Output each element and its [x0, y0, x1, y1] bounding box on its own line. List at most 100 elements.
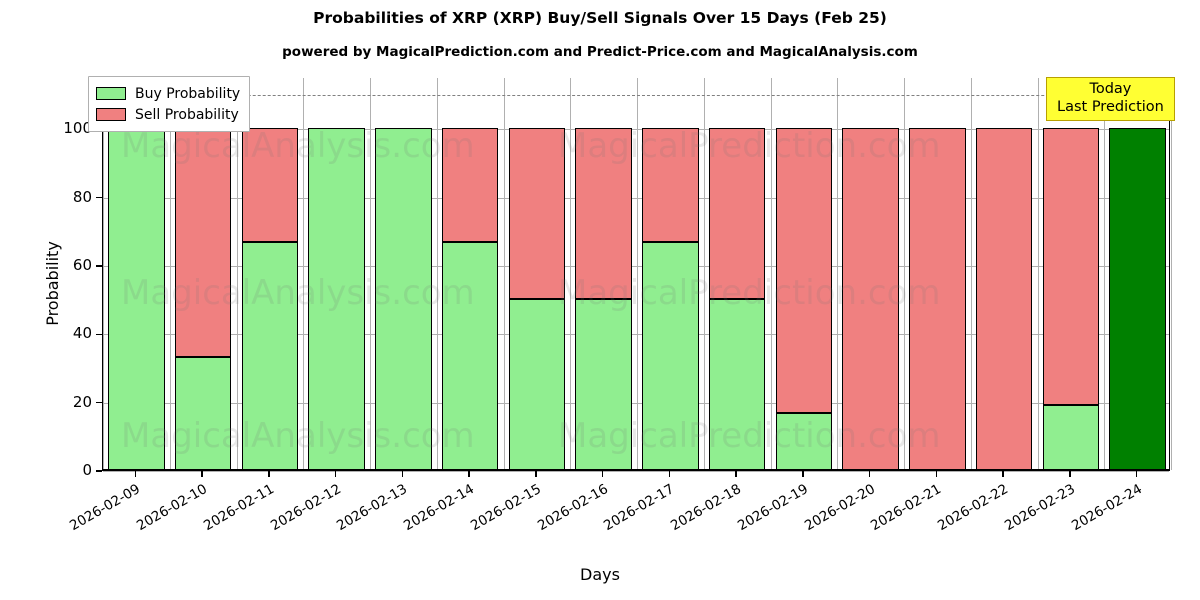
legend-swatch-sell: [96, 108, 126, 121]
x-tick-mark: [1002, 471, 1004, 477]
gridline-vertical: [303, 78, 305, 470]
x-tick-mark: [668, 471, 671, 477]
bar-segment-sell[interactable]: [174, 128, 232, 358]
y-tick-label: 0: [82, 461, 92, 479]
y-tick-mark: [96, 265, 102, 267]
gridline-vertical: [703, 78, 705, 470]
y-tick-label: 80: [72, 187, 92, 206]
x-tick-mark: [401, 471, 404, 477]
x-tick-mark: [134, 471, 137, 477]
bar-segment-sell[interactable]: [909, 128, 966, 470]
gridline-vertical: [236, 78, 238, 470]
gridline-vertical: [503, 78, 505, 470]
bar-segment-buy[interactable]: [1042, 405, 1100, 470]
bar-segment-sell[interactable]: [575, 128, 632, 300]
bar-group[interactable]: [508, 77, 566, 470]
x-tick-mark: [535, 471, 537, 477]
bar-group[interactable]: [108, 77, 165, 470]
bar-group[interactable]: [241, 77, 299, 470]
x-tick-mark: [268, 471, 270, 477]
bar-segment-sell[interactable]: [775, 128, 833, 413]
gridline-vertical: [970, 78, 972, 470]
bar-group[interactable]: [174, 77, 232, 470]
legend-label-buy: Buy Probability: [135, 85, 241, 102]
legend-swatch-buy: [96, 87, 126, 100]
legend: Buy Probability Sell Probability: [88, 76, 251, 132]
bar-group[interactable]: [842, 77, 899, 470]
bar-segment-sell[interactable]: [508, 128, 566, 300]
x-tick-mark: [868, 471, 871, 477]
gridline-vertical: [436, 78, 438, 470]
gridline-horizontal: [103, 129, 1169, 131]
x-tick-mark: [1069, 471, 1071, 477]
bar-group[interactable]: [375, 77, 432, 470]
bar-segment-sell[interactable]: [842, 128, 899, 470]
x-tick-mark: [468, 471, 470, 477]
gridline-horizontal: [103, 334, 1169, 336]
x-tick-mark: [334, 471, 337, 477]
y-axis-label: Probability: [42, 241, 62, 326]
bar-segment-sell[interactable]: [1042, 128, 1100, 406]
x-tick-mark: [1135, 471, 1138, 477]
page-title: Probabilities of XRP (XRP) Buy/Sell Sign…: [313, 9, 887, 27]
x-tick-mark: [601, 471, 604, 477]
today-annotation-line2: Last Prediction: [1057, 98, 1164, 115]
gridline-vertical: [1037, 78, 1039, 470]
gridline-vertical: [103, 78, 104, 470]
y-tick-mark: [96, 196, 102, 199]
gridline-vertical: [570, 78, 572, 470]
bar-segment-buy[interactable]: [308, 128, 365, 470]
y-tick-mark: [96, 401, 102, 404]
legend-label-sell: Sell Probability: [135, 106, 239, 123]
y-tick-label: 100: [63, 119, 92, 138]
x-tick-mark: [802, 471, 804, 477]
y-tick-mark: [96, 470, 102, 472]
bar-segment-sell[interactable]: [241, 128, 299, 243]
x-tick-mark: [735, 471, 737, 477]
bar-segment-sell[interactable]: [975, 128, 1033, 470]
x-axis-label: Days: [580, 565, 620, 584]
bar-group[interactable]: [708, 77, 766, 470]
bar-group[interactable]: [308, 77, 365, 470]
bar-group[interactable]: [1042, 77, 1100, 470]
bar-segment-sell[interactable]: [441, 128, 499, 243]
bar-segment-buy[interactable]: [441, 242, 499, 470]
gridline-horizontal: [103, 197, 1169, 199]
bar-segment-buy[interactable]: [241, 242, 299, 470]
bar-segment-buy[interactable]: [642, 242, 699, 470]
bar-group[interactable]: [642, 77, 699, 470]
x-tick-mark: [201, 471, 203, 477]
chart-subtitle: powered by MagicalPrediction.com and Pre…: [282, 44, 918, 60]
bar-segment-today[interactable]: [1109, 128, 1166, 470]
bar-segment-buy[interactable]: [375, 128, 432, 470]
bar-group[interactable]: [575, 77, 632, 470]
bar-group[interactable]: [975, 77, 1033, 470]
bar-segment-sell[interactable]: [642, 128, 699, 243]
bar-group[interactable]: [909, 77, 966, 470]
gridline-vertical: [837, 78, 839, 470]
bar-group[interactable]: [1109, 77, 1166, 470]
y-tick-label: 40: [72, 324, 92, 343]
gridline-vertical: [169, 78, 171, 470]
today-annotation-line1: Today: [1089, 81, 1132, 97]
bar-segment-buy[interactable]: [108, 128, 165, 470]
bar-segment-buy[interactable]: [708, 299, 766, 470]
gridline-vertical: [370, 78, 371, 470]
gridline-horizontal: [103, 265, 1169, 267]
bar-group[interactable]: [441, 77, 499, 470]
bar-segment-sell[interactable]: [708, 128, 766, 300]
gridline-vertical: [1171, 78, 1172, 470]
gridline-vertical: [904, 78, 905, 470]
gridline-vertical: [637, 78, 638, 470]
bar-segment-buy[interactable]: [575, 299, 632, 470]
gridline-horizontal: [103, 471, 1169, 472]
bar-group[interactable]: [775, 77, 833, 470]
legend-item-sell: Sell Probability: [96, 104, 240, 125]
bar-segment-buy[interactable]: [174, 357, 232, 470]
today-annotation: Today Last Prediction: [1046, 77, 1175, 122]
bar-segment-buy[interactable]: [508, 299, 566, 470]
bar-segment-buy[interactable]: [775, 412, 833, 470]
gridline-horizontal: [103, 402, 1169, 404]
gridline-vertical: [1104, 78, 1106, 470]
